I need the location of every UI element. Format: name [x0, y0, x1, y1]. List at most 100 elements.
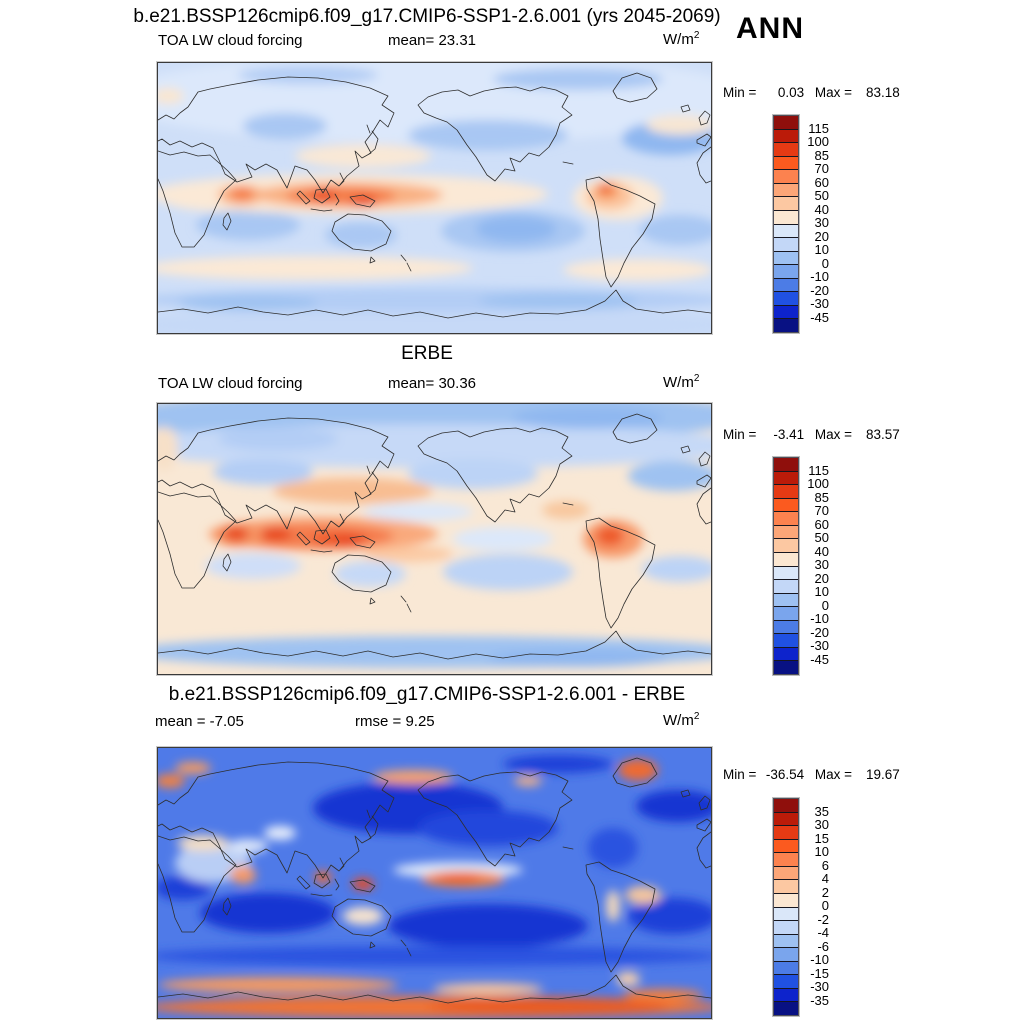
map-obs-svg [158, 404, 711, 674]
map-model-svg [158, 63, 711, 333]
panel3-colorbar-ticks: 35 30 15 10 6 4 2 0 -2 -4 -6 -10 -15 -30 -35 [801, 798, 829, 1014]
panel3-min-value: -36.54 [765, 767, 805, 782]
colorbar-segment [774, 209, 798, 224]
colorbar-segment [774, 116, 798, 129]
unit-exponent: 2 [693, 711, 700, 722]
colorbar-tick: -6 [817, 938, 829, 954]
colorbar-segment [774, 565, 798, 580]
colorbar-segment [774, 879, 798, 893]
colorbar-segment [774, 237, 798, 251]
colorbar-segment [774, 579, 798, 593]
panel2-colorbar-ticks: 115 100 85 70 60 50 40 30 20 10 0 -10 -20 -30 -45 [801, 457, 829, 673]
colorbar-tick: -45 [810, 651, 829, 667]
colorbar-segment [774, 606, 798, 620]
panel2-title: ERBE [401, 343, 453, 364]
colorbar-tick: 115 [808, 120, 829, 136]
map-diff [156, 746, 713, 1020]
colorbar-segment [774, 304, 798, 319]
colorbar-segment [774, 128, 798, 143]
panel3-mean-label: mean = [155, 713, 206, 730]
colorbar-tick: 85 [814, 147, 829, 163]
map-diff-svg [158, 748, 711, 1018]
panel2-min-value: -3.41 [773, 427, 805, 442]
colorbar-tick: 100 [807, 134, 829, 149]
colorbar-tick: -45 [810, 309, 829, 325]
map-model [156, 61, 713, 335]
colorbar-segment [774, 825, 798, 839]
colorbar-tick: 115 [808, 462, 829, 478]
panel1-mean-value: 23.31 [438, 32, 477, 49]
colorbar-tick: 60 [814, 174, 829, 190]
colorbar-segment [774, 524, 798, 539]
unit-base: W/m [663, 31, 694, 48]
panel1-mean: mean= 23.31 [388, 32, 476, 49]
colorbar-segment [774, 497, 798, 512]
colorbar-segment [774, 169, 798, 183]
colorbar-segment [774, 538, 798, 552]
colorbar-segment [774, 852, 798, 866]
colorbar-segment [774, 865, 798, 880]
colorbar-segment [774, 933, 798, 948]
colorbar-segment [774, 660, 798, 674]
colorbar-tick: -10 [810, 269, 829, 284]
colorbar-segment [774, 960, 798, 975]
colorbar-segment [774, 920, 798, 934]
colorbar-segment [774, 947, 798, 961]
panel3-min-label: Min = [723, 767, 757, 782]
colorbar-tick: 0 [821, 898, 829, 913]
panel2-mean-label: mean= [388, 375, 435, 392]
panel3-max-value: 19.67 [866, 767, 900, 782]
colorbar-tick: 50 [814, 188, 829, 203]
panel2-max-value: 83.57 [866, 427, 900, 442]
panel2-mean-value: 30.36 [438, 375, 477, 392]
unit-exponent: 2 [693, 30, 700, 41]
colorbar-segment [774, 250, 798, 265]
colorbar-segment [774, 892, 798, 907]
colorbar-tick: 30 [814, 817, 829, 832]
colorbar-segment [774, 633, 798, 647]
page-title: b.e21.BSSP126cmip6.f09_g17.CMIP6-SSP1-2.… [133, 6, 721, 27]
colorbar-tick: 30 [814, 557, 829, 572]
colorbar-segment [774, 291, 798, 305]
colorbar-segment [774, 223, 798, 238]
panel3-rmse: rmse = 9.25 [355, 713, 435, 730]
panel3-max-label: Max = [814, 767, 853, 782]
colorbar-tick: -30 [810, 638, 829, 653]
colorbar-segment [774, 974, 798, 988]
colorbar-tick: 15 [814, 830, 829, 846]
colorbar-segment [774, 592, 798, 607]
colorbar-tick: 40 [814, 201, 829, 217]
panel1-colorbar-ticks: 115 100 85 70 60 50 40 30 20 10 0 -10 -20 -30 -45 [801, 115, 829, 331]
season-label: ANN [736, 12, 804, 45]
panel1-variable-label: TOA LW cloud forcing [158, 32, 303, 49]
panel1-min-label: Min = [723, 85, 757, 100]
colorbar-tick: 6 [821, 857, 829, 873]
colorbar-tick: 10 [814, 844, 829, 859]
colorbar-segment [774, 811, 798, 826]
unit-base: W/m [663, 712, 694, 729]
colorbar-tick: -35 [810, 992, 829, 1008]
colorbar-tick: 20 [814, 570, 829, 586]
colorbar-tick: 70 [814, 503, 829, 518]
colorbar-segment [774, 551, 798, 566]
colorbar-tick: -4 [817, 925, 829, 940]
panel2-mean: mean= 30.36 [388, 375, 476, 392]
panel1-colorbar [772, 114, 800, 334]
panel2-minmax: Min = -3.41 Max = 83.57 [723, 427, 907, 442]
panel3-units: W/m2 [663, 711, 699, 729]
colorbar-tick: 10 [814, 584, 829, 599]
colorbar-tick: 50 [814, 530, 829, 545]
colorbar-segment [774, 906, 798, 921]
colorbar-segment [774, 838, 798, 853]
colorbar-segment [774, 182, 798, 197]
colorbar-tick: 35 [814, 803, 829, 819]
panel3-rmse-value: 9.25 [405, 713, 435, 730]
colorbar-tick: -10 [810, 611, 829, 626]
panel3-minmax: Min = -36.54 Max = 19.67 [723, 767, 907, 782]
panel1-mean-label: mean= [388, 32, 435, 49]
map-obs [156, 402, 713, 676]
panel3-mean: mean = -7.05 [155, 713, 244, 730]
colorbar-tick: 30 [814, 215, 829, 230]
panel1-units: W/m2 [663, 30, 699, 48]
